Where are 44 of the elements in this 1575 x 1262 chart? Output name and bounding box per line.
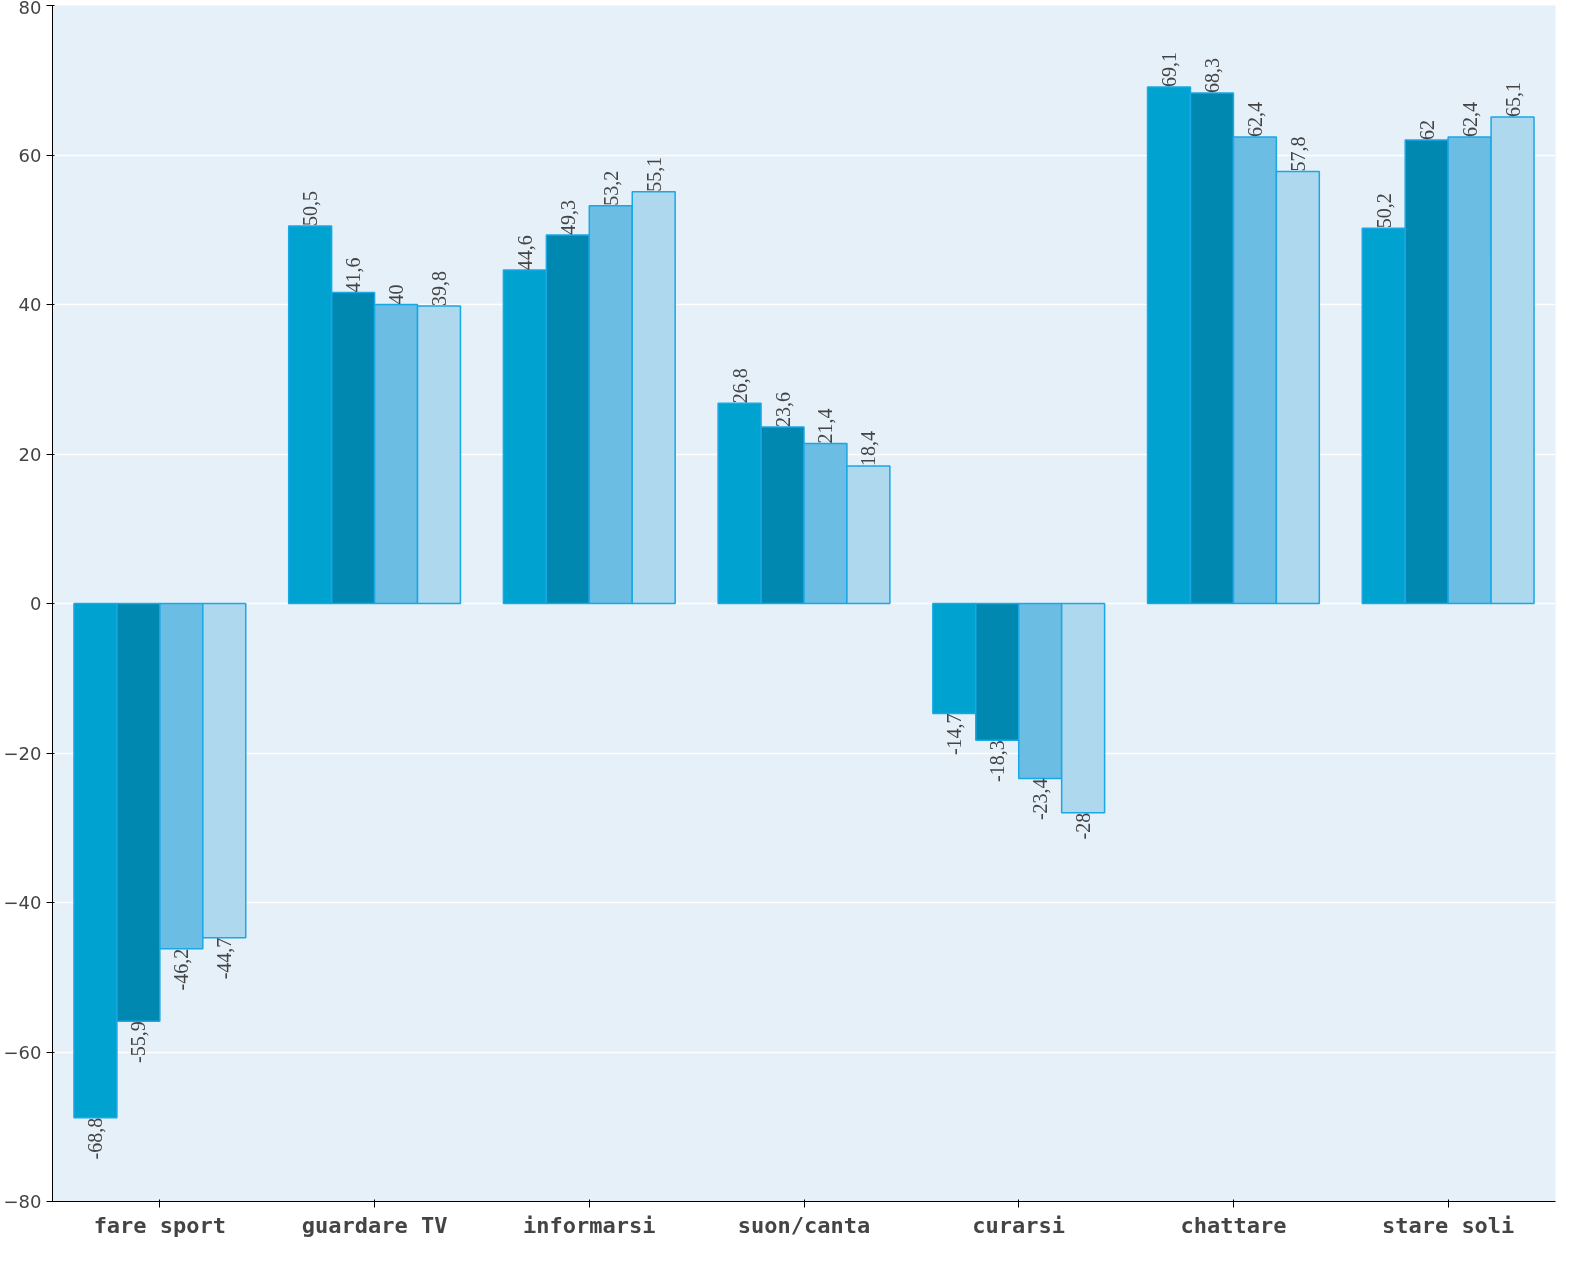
y-tick-label: −80 <box>3 1191 42 1212</box>
y-tick-label: 0 <box>30 593 42 614</box>
data-label: 62,4 <box>1458 102 1481 138</box>
x-tick-label: suon/canta <box>737 1212 871 1238</box>
y-tick-label: −20 <box>3 742 42 764</box>
x-tick-label: fare sport <box>93 1212 227 1238</box>
data-label: 41,6 <box>342 257 365 293</box>
data-label: -14,7 <box>943 713 966 756</box>
y-tick-label: 20 <box>18 443 42 465</box>
y-tick-label: 80 <box>18 0 42 18</box>
data-label: -28 <box>1072 812 1095 840</box>
x-tick-label: curarsi <box>972 1212 1066 1238</box>
y-tick-label: −40 <box>3 892 42 913</box>
data-label: 26,8 <box>728 368 751 404</box>
data-label: 62 <box>1415 120 1438 141</box>
data-label: -18,3 <box>986 740 1009 782</box>
data-label: -46,2 <box>170 948 193 991</box>
data-label: 69,1 <box>1158 51 1181 87</box>
data-label: 50,2 <box>1372 193 1395 229</box>
x-tick-label: informarsi <box>523 1212 656 1238</box>
data-label: -23,4 <box>1029 778 1052 821</box>
data-label: 18,4 <box>857 430 880 466</box>
x-tick-label: stare soli <box>1381 1212 1515 1238</box>
data-label: 57,8 <box>1286 136 1309 172</box>
data-label: -55,9 <box>127 1021 150 1064</box>
data-label: 53,2 <box>599 170 622 206</box>
data-label: 50,5 <box>299 191 322 227</box>
data-label: 68,3 <box>1200 57 1223 93</box>
data-label: 44,6 <box>513 235 536 271</box>
x-tick-label: chattare <box>1180 1212 1287 1238</box>
data-label: -44,7 <box>213 937 236 980</box>
data-label: 62,4 <box>1243 102 1266 138</box>
data-label: 55,1 <box>642 156 665 192</box>
data-label: 65,1 <box>1501 81 1524 117</box>
y-tick-label: −60 <box>3 1041 42 1063</box>
data-label: 40 <box>385 284 408 305</box>
data-label: 39,8 <box>427 270 450 306</box>
data-label: -68,8 <box>84 1117 107 1160</box>
y-tick-label: 60 <box>18 144 42 166</box>
data-label: 23,6 <box>771 392 794 428</box>
x-tick-label: guardare TV <box>301 1212 448 1238</box>
data-label: 49,3 <box>556 199 579 235</box>
y-tick-label: 40 <box>18 294 42 315</box>
data-label: 21,4 <box>814 408 837 444</box>
